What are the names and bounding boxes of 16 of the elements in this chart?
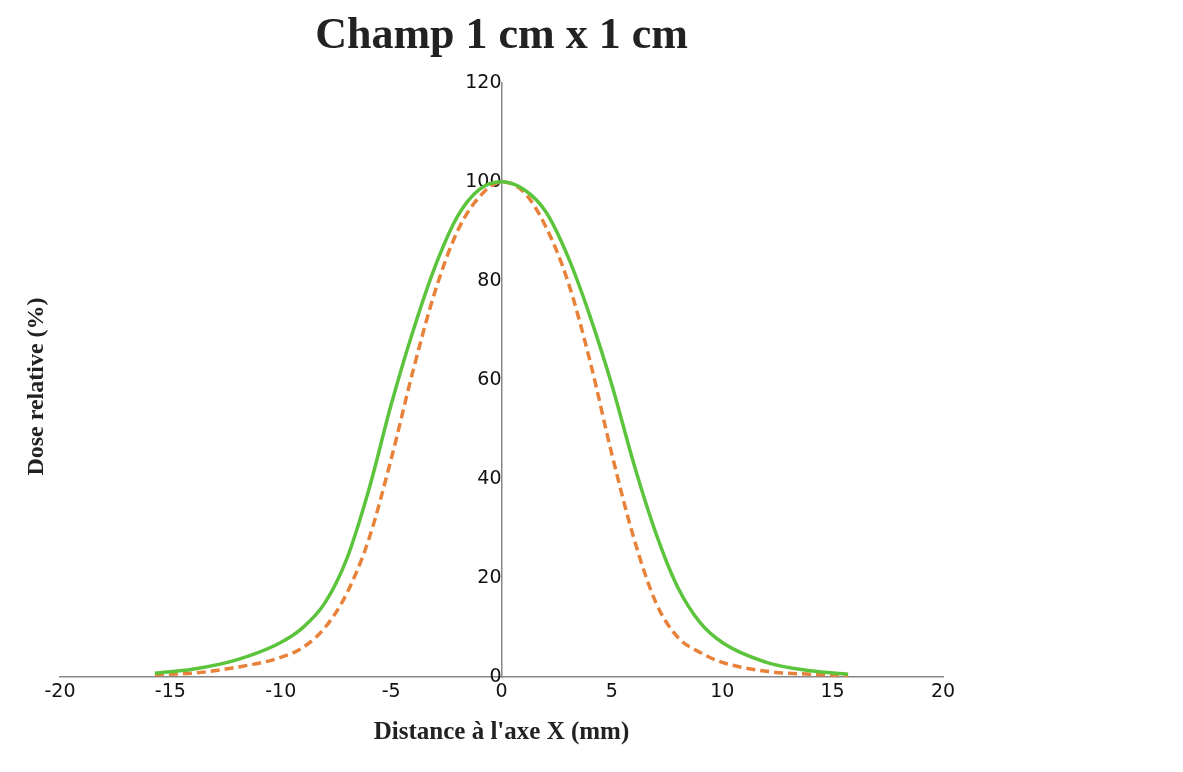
y-tick-label: 20: [477, 565, 502, 588]
y-tick-label: 40: [477, 466, 502, 488]
x-axis-title: Distance à l'axe X (mm): [373, 717, 630, 746]
x-tick-label: 5: [605, 678, 618, 701]
y-axis-title: Dose relative (%): [21, 296, 49, 476]
x-tick-label: 15: [820, 678, 845, 701]
chart-title: Champ 1 cm x 1 cm: [315, 8, 688, 58]
y-tick-label: 60: [477, 366, 502, 389]
x-tick-label: -10: [265, 678, 297, 701]
x-tick-label: 20: [930, 678, 956, 701]
y-tick-label: 80: [477, 267, 502, 290]
x-tick-label: -15: [154, 678, 186, 701]
x-tick-label: -20: [44, 678, 76, 701]
x-tick-label: -5: [381, 678, 401, 701]
y-tick-label: 120: [465, 69, 502, 92]
x-tick-label: 10: [710, 678, 735, 701]
